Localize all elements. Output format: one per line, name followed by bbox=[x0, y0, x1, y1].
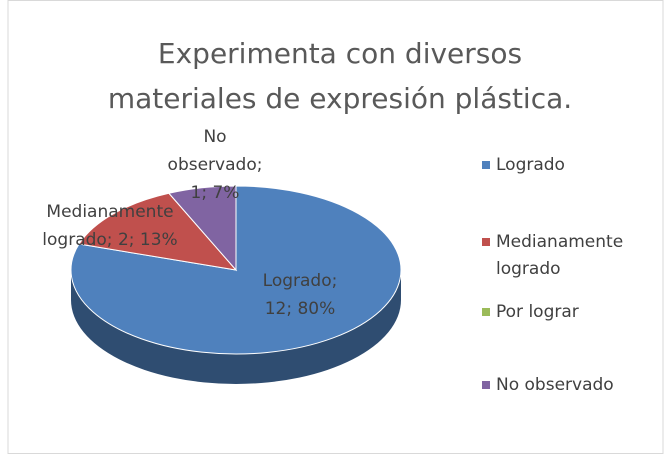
legend-label: No observado bbox=[496, 375, 614, 395]
legend-label: Medianamente logrado bbox=[496, 232, 623, 279]
chart-title: Experimenta con diversos materiales de ex… bbox=[108, 37, 572, 115]
legend-swatch bbox=[482, 308, 490, 316]
pie-slice bbox=[70, 185, 402, 355]
legend-swatch bbox=[482, 381, 490, 389]
legend-label: Logrado bbox=[496, 155, 565, 175]
data-label: No observado; 1; 7% bbox=[168, 127, 263, 203]
data-label: Logrado; 12; 80% bbox=[263, 271, 338, 319]
legend-swatch bbox=[482, 238, 490, 246]
pie-side bbox=[71, 270, 401, 384]
data-label: Medianamente logrado; 2; 13% bbox=[42, 202, 177, 250]
pie-slice bbox=[167, 185, 237, 272]
legend-label: Por lograr bbox=[496, 302, 579, 322]
legend-swatch bbox=[482, 161, 490, 169]
pie-slice bbox=[78, 192, 238, 271]
